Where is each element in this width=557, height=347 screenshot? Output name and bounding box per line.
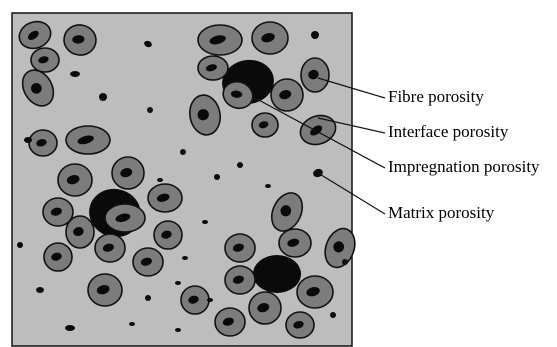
fibre-pore <box>205 64 217 72</box>
fibre-pore <box>306 287 320 297</box>
matrix-pore <box>129 322 135 326</box>
fibre-pore <box>308 69 319 80</box>
fibre-pore <box>161 230 172 239</box>
matrix-pore <box>175 328 181 332</box>
fibre-pore <box>72 35 85 44</box>
fibre-pore <box>38 56 49 64</box>
fibre-pore <box>188 295 199 304</box>
matrix-pore <box>70 71 80 77</box>
fibre-bundle-layer <box>18 20 356 339</box>
matrix-pore <box>180 149 186 155</box>
fibre-pore <box>222 317 234 326</box>
fibre-pore <box>102 243 114 252</box>
fibre-pore <box>36 138 47 147</box>
matrix-pore <box>265 184 271 188</box>
fibre-pore <box>232 243 244 252</box>
matrix-pore-layer <box>17 31 348 332</box>
fibre-pore <box>96 285 110 295</box>
matrix-pore <box>157 178 163 182</box>
fibre-pore <box>258 121 269 129</box>
fibre-pore <box>230 90 243 98</box>
label-fibre-porosity: Fibre porosity <box>388 87 484 106</box>
matrix-pore <box>24 137 32 143</box>
matrix-leader <box>317 172 386 215</box>
fibre-pore <box>50 207 62 216</box>
fibre-pore <box>280 205 292 217</box>
fibre-pore <box>209 35 226 45</box>
fibre-pore <box>279 90 292 100</box>
fibre-pore <box>73 227 84 237</box>
fibre-pore <box>27 30 39 40</box>
matrix-pore <box>99 93 107 101</box>
matrix-pore <box>144 40 152 48</box>
fibre-pore <box>293 320 304 329</box>
fibre-pore <box>31 82 42 94</box>
matrix-pore <box>207 298 213 302</box>
fibre-pore <box>51 252 62 261</box>
leader-lines <box>254 77 386 215</box>
matrix-pore <box>145 295 151 301</box>
fibre-pore <box>287 238 300 247</box>
label-impregnation-porosity: Impregnation porosity <box>388 157 540 176</box>
matrix-pore <box>330 312 336 318</box>
label-interface-porosity: Interface porosity <box>388 122 509 141</box>
matrix-pore <box>175 281 181 285</box>
fibre-pore <box>333 241 345 253</box>
fibre-pore <box>66 175 80 185</box>
matrix-pore <box>36 287 44 293</box>
matrix-pore <box>182 256 188 260</box>
matrix-pore <box>237 162 243 168</box>
fibre-pore <box>232 275 244 284</box>
fibre-pore <box>156 193 170 202</box>
impregnation-void <box>253 255 301 293</box>
fibre-pore <box>197 109 209 121</box>
fibre-pore <box>120 168 133 178</box>
fibre-pore <box>77 135 94 145</box>
matrix-pore <box>17 242 23 248</box>
fibre-pore <box>257 303 270 313</box>
fibre-pore <box>140 257 152 266</box>
matrix-pore <box>214 174 220 180</box>
matrix-pore <box>147 107 153 113</box>
fibre-pore <box>261 33 275 43</box>
matrix-pore <box>65 325 75 331</box>
matrix-pore <box>342 259 348 265</box>
interface-leader <box>317 117 386 134</box>
impregnation-leader <box>254 97 386 169</box>
matrix-pore <box>202 220 208 224</box>
fibre-pore <box>115 213 131 223</box>
fibre-leader <box>317 77 386 99</box>
matrix-pore <box>311 31 319 39</box>
label-matrix-porosity: Matrix porosity <box>388 203 495 222</box>
